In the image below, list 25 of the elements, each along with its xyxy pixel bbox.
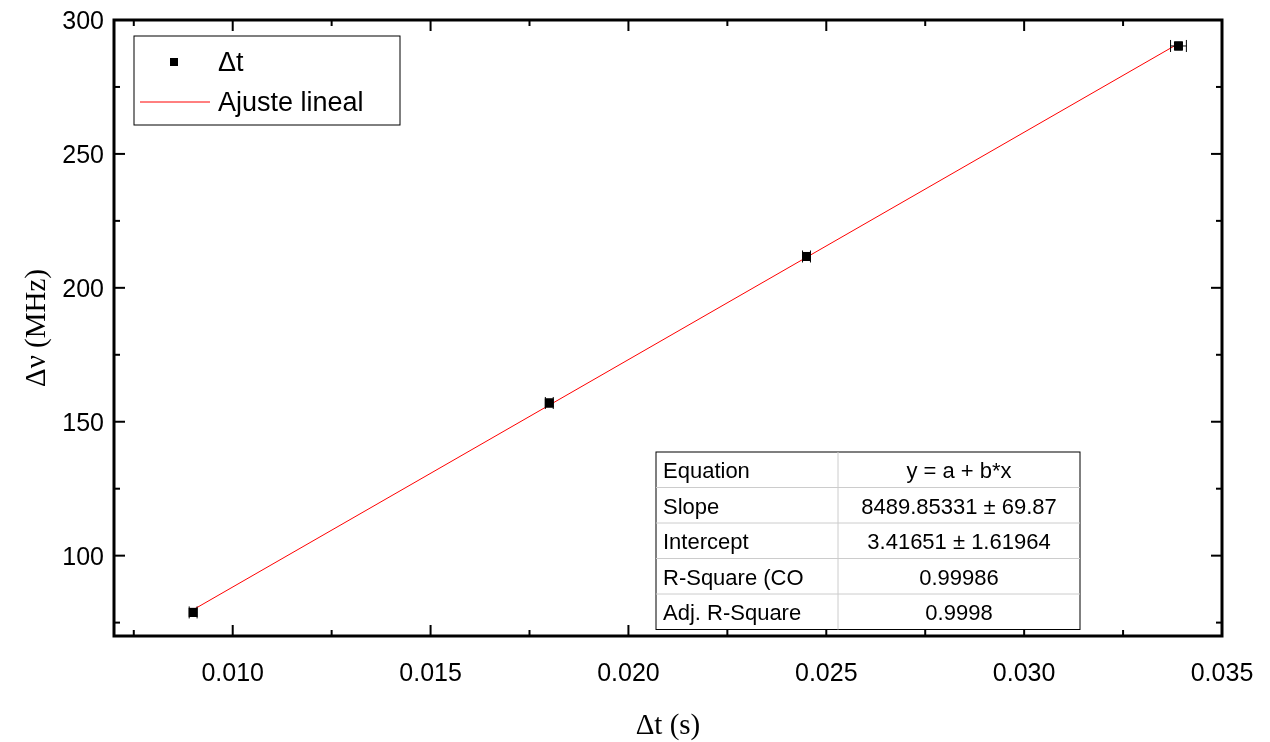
annotation: Intercept: [663, 529, 749, 554]
annotation: 0.99986: [919, 564, 999, 590]
x-tick-label: 0.025: [795, 658, 858, 686]
y-axis-title: Δν (MHz): [19, 269, 52, 387]
annotation: y = a + b*x: [906, 458, 1012, 483]
legend-label: Ajuste lineal: [218, 87, 364, 117]
x-tick-label: 0.030: [992, 658, 1056, 686]
annotation: 3.41651 ± 1.61964: [867, 529, 1051, 554]
legend-label: Δt: [218, 47, 245, 77]
annotation: 8489.85331 ± 69.87: [861, 493, 1057, 519]
x-tick-label: 0.015: [399, 658, 462, 686]
y-tick-label: 250: [62, 139, 104, 168]
x-axis-title: Δt (s): [635, 708, 701, 741]
x-tick-label: 0.035: [1190, 658, 1254, 686]
annotation: Adj. R-Square: [663, 600, 802, 625]
y-tick-label: 300: [62, 6, 104, 34]
x-tick-label: 0.020: [597, 658, 660, 686]
y-tick-label: 150: [62, 407, 104, 436]
annotation: Slope: [663, 493, 720, 519]
annotation: R-Square (CO: [663, 564, 804, 590]
x-tick-label: 0.010: [201, 658, 264, 686]
y-tick-label: 100: [62, 541, 104, 570]
annotation: 0.9998: [925, 600, 993, 625]
annotation: Equation: [663, 458, 750, 483]
y-tick-label: 200: [62, 273, 104, 302]
